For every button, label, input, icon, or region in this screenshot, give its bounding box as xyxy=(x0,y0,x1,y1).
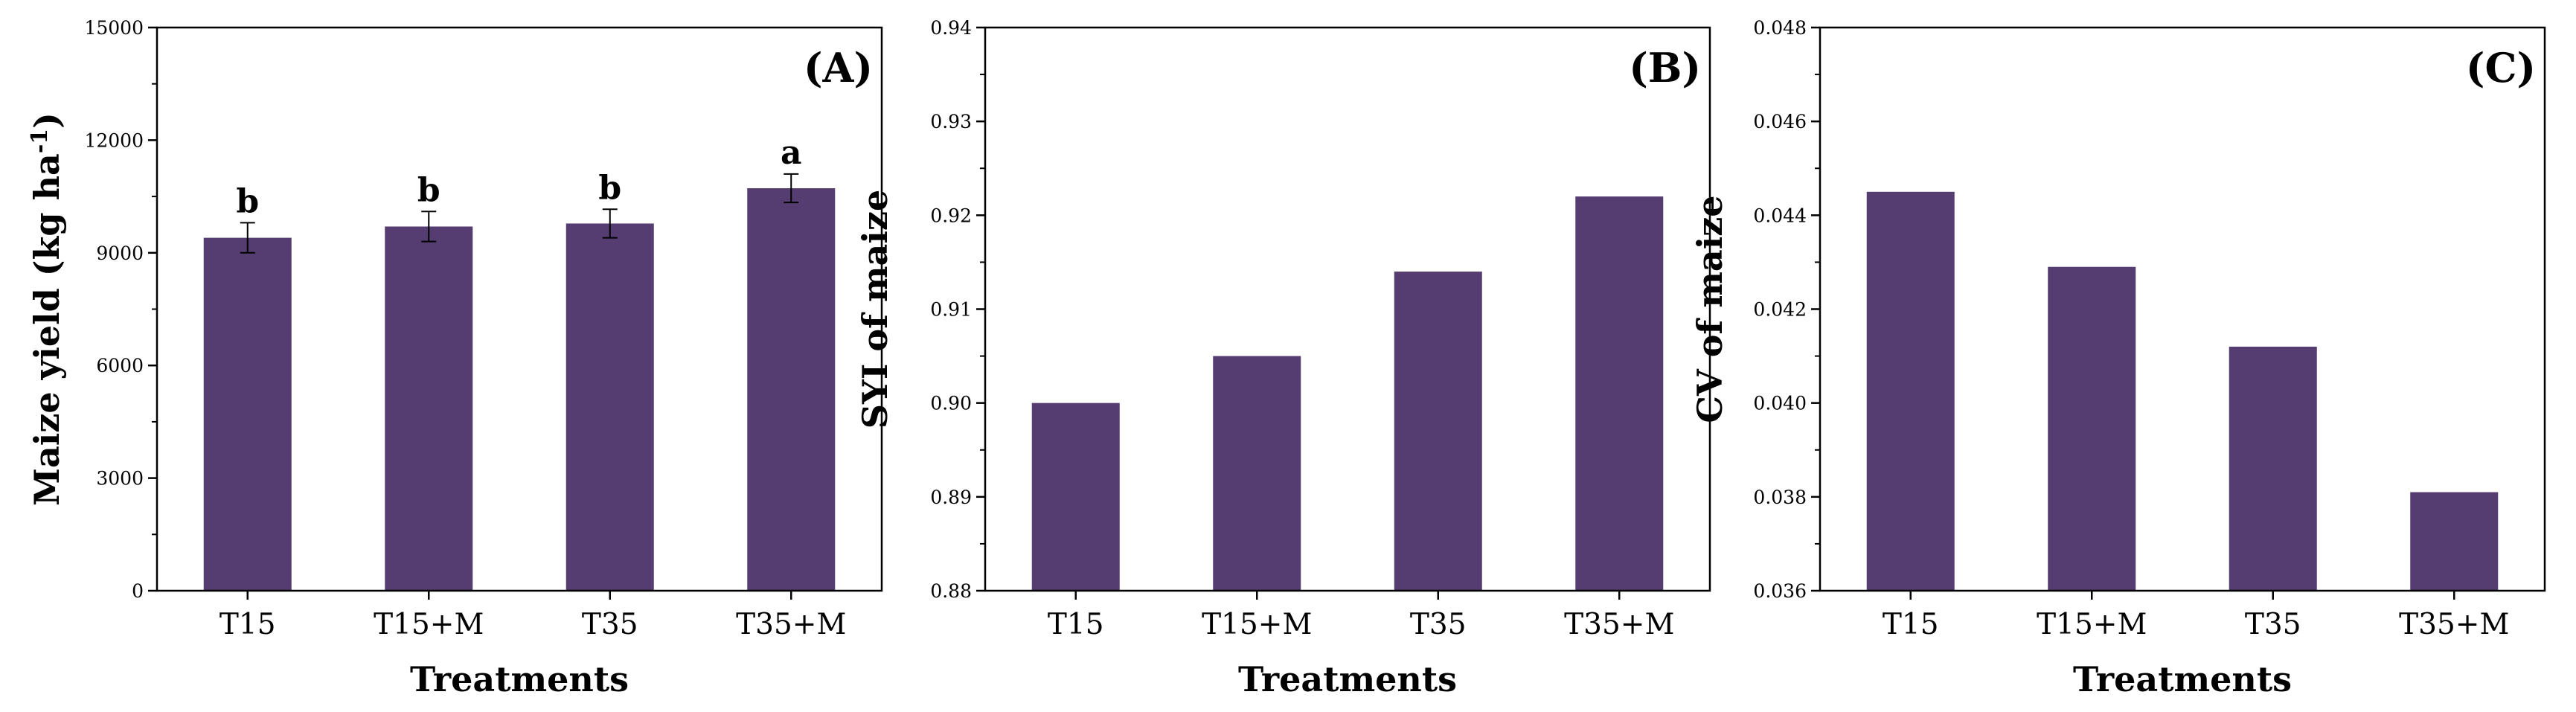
panel-label: (A) xyxy=(804,44,873,92)
panel-label: (C) xyxy=(2466,44,2536,92)
y-tick-label: 12000 xyxy=(84,129,144,151)
x-tick-label: T15 xyxy=(1883,608,1939,641)
x-tick-label: T15 xyxy=(1048,608,1104,641)
y-axis-title-text: Maize yield (kg ha xyxy=(27,153,67,506)
bar-t15-plus-m xyxy=(2048,266,2136,591)
y-tick-label: 0.93 xyxy=(930,111,972,132)
y-axis-title: CV of maize xyxy=(1690,195,1730,423)
y-tick-label: 3000 xyxy=(96,468,144,490)
bar-t15-plus-m xyxy=(385,226,473,591)
significance-label: b xyxy=(236,182,259,220)
significance-label: a xyxy=(781,134,802,172)
y-tick-label: 0.042 xyxy=(1753,299,1807,321)
y-tick-label: 0.89 xyxy=(930,487,972,508)
error-bar xyxy=(784,173,799,204)
x-tick-label: T15+M xyxy=(374,608,484,641)
chart-panel-2: 0.88 0.89 0.90 0.91 0.92 0.93 0.94 T15 T15+M T35 T… xyxy=(855,17,1711,699)
y-axis-title-end: ) xyxy=(27,112,67,129)
bar-t15 xyxy=(203,237,292,591)
x-tick-label: T15+M xyxy=(2037,608,2147,641)
bar-t35-plus-m xyxy=(1575,196,1664,591)
y-tick-label: 0.038 xyxy=(1753,487,1807,508)
y-axis-title: SYI of maize xyxy=(855,190,895,429)
y-tick-label: 6000 xyxy=(96,355,144,376)
x-tick-label: T35+M xyxy=(2399,608,2509,641)
bar-t15 xyxy=(1031,402,1120,591)
bar-t35-plus-m xyxy=(2410,492,2499,591)
significance-label: b xyxy=(598,169,621,207)
y-tick-label: 0.88 xyxy=(930,580,972,602)
y-axis-title-text: CV of maize xyxy=(1690,195,1730,423)
x-axis-title: Treatments xyxy=(2073,659,2292,699)
y-axis-title: Maize yield (kg ha-1) xyxy=(27,112,67,506)
x-axis-title: Treatments xyxy=(1238,659,1457,699)
x-axis-title: Treatments xyxy=(410,659,629,699)
error-bar xyxy=(421,211,437,243)
y-tick-label: 0.91 xyxy=(930,299,972,321)
bar-t35-plus-m xyxy=(747,187,836,591)
error-bar xyxy=(240,222,255,254)
y-tick-label: 0.044 xyxy=(1753,205,1807,226)
bar-t35 xyxy=(565,223,654,591)
bar-t15-plus-m xyxy=(1213,356,1301,591)
y-tick-label: 9000 xyxy=(96,243,144,264)
bar-t35 xyxy=(1394,272,1482,591)
y-axis-title-text: SYI of maize xyxy=(855,190,895,429)
x-tick-label: T35 xyxy=(1410,608,1467,641)
y-tick-label: 0.94 xyxy=(930,17,972,39)
y-tick-label: 15000 xyxy=(84,17,144,39)
x-tick-label: T35 xyxy=(582,608,638,641)
y-tick-label: 0 xyxy=(132,580,144,602)
y-axis-title-superscript: -1 xyxy=(27,129,53,153)
error-bar xyxy=(602,208,618,239)
significance-label: b xyxy=(417,171,440,209)
bar-t35 xyxy=(2229,346,2317,591)
x-tick-label: T35+M xyxy=(1564,608,1674,641)
chart-panel-1: b b b a 0 3000 6000 9000 12000 15000 T15 T15+M T35 T3… xyxy=(27,17,883,699)
chart-panel-3: 0.036 0.038 0.040 0.042 0.044 0.046 0.048 T15 T1… xyxy=(1690,17,2546,699)
x-tick-label: T35 xyxy=(2245,608,2301,641)
y-tick-label: 0.048 xyxy=(1753,17,1807,39)
y-tick-label: 0.92 xyxy=(930,205,972,226)
x-tick-label: T35+M xyxy=(736,608,846,641)
y-tick-label: 0.046 xyxy=(1753,111,1807,132)
bar-t15 xyxy=(1866,191,1955,591)
y-tick-label: 0.040 xyxy=(1753,393,1807,414)
y-tick-label: 0.036 xyxy=(1753,580,1807,602)
x-tick-label: T15+M xyxy=(1202,608,1312,641)
x-tick-label: T15 xyxy=(220,608,276,641)
y-tick-label: 0.90 xyxy=(930,393,972,414)
panel-label: (B) xyxy=(1629,44,1701,92)
